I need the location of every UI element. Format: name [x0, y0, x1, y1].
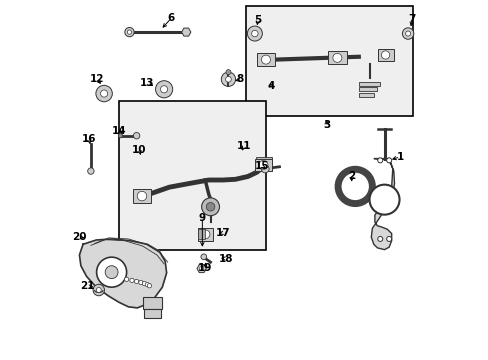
Circle shape [87, 168, 94, 174]
Text: 19: 19 [198, 262, 212, 273]
Bar [358, 87, 376, 91]
Circle shape [96, 288, 101, 293]
Circle shape [124, 27, 134, 37]
Circle shape [133, 132, 140, 139]
Circle shape [381, 51, 389, 59]
Circle shape [134, 279, 139, 284]
Circle shape [261, 55, 270, 64]
Circle shape [137, 191, 146, 201]
Text: 15: 15 [254, 161, 268, 171]
Circle shape [199, 266, 203, 271]
Bar [377, 49, 393, 61]
Circle shape [247, 26, 262, 41]
Text: 18: 18 [218, 253, 233, 264]
Circle shape [124, 277, 128, 282]
Polygon shape [370, 158, 394, 249]
Text: 4: 4 [267, 81, 274, 91]
Polygon shape [181, 28, 190, 36]
Bar [142, 297, 162, 309]
Text: 11: 11 [237, 141, 251, 151]
Circle shape [377, 237, 382, 242]
Circle shape [130, 278, 134, 283]
Circle shape [332, 53, 341, 62]
Circle shape [155, 81, 172, 98]
Text: 1: 1 [396, 152, 403, 162]
Circle shape [105, 266, 118, 279]
Circle shape [201, 198, 219, 216]
Text: 14: 14 [112, 126, 126, 136]
Circle shape [369, 185, 399, 215]
Circle shape [201, 230, 209, 239]
Circle shape [93, 284, 104, 296]
Circle shape [127, 30, 131, 34]
Text: 12: 12 [90, 74, 104, 84]
Circle shape [96, 85, 112, 102]
Text: 7: 7 [408, 14, 415, 24]
Bar [119, 101, 265, 250]
Circle shape [145, 283, 149, 287]
Text: 13: 13 [140, 78, 154, 88]
Bar [358, 82, 379, 86]
Bar [198, 229, 205, 239]
Text: 16: 16 [81, 134, 96, 144]
Text: 21: 21 [80, 282, 94, 292]
Text: 5: 5 [254, 15, 261, 25]
Text: 6: 6 [167, 13, 175, 23]
Bar [198, 228, 213, 241]
Circle shape [97, 257, 126, 287]
Text: 10: 10 [132, 145, 146, 155]
Circle shape [142, 282, 146, 286]
Bar [256, 53, 275, 66]
Text: 3: 3 [323, 120, 329, 130]
Circle shape [101, 90, 107, 97]
Circle shape [225, 69, 230, 75]
Circle shape [139, 280, 143, 285]
Bar [132, 189, 151, 203]
Circle shape [201, 254, 206, 260]
Circle shape [386, 237, 391, 242]
Circle shape [118, 134, 122, 138]
Text: 2: 2 [347, 171, 355, 181]
Circle shape [377, 158, 382, 163]
Circle shape [405, 31, 410, 36]
Polygon shape [80, 239, 166, 308]
Text: 20: 20 [72, 232, 86, 242]
Circle shape [221, 72, 235, 86]
Text: 9: 9 [199, 212, 205, 222]
Bar [256, 157, 272, 164]
Circle shape [261, 165, 268, 173]
Bar [327, 51, 346, 64]
Bar [358, 93, 373, 97]
Polygon shape [197, 265, 206, 273]
Circle shape [225, 76, 231, 82]
Text: 17: 17 [215, 228, 230, 238]
Circle shape [147, 284, 151, 288]
Bar [144, 309, 160, 318]
Bar [246, 6, 413, 116]
Text: 8: 8 [236, 74, 244, 84]
Circle shape [259, 161, 267, 170]
Circle shape [386, 158, 391, 163]
Circle shape [206, 203, 214, 211]
Circle shape [402, 28, 413, 39]
Circle shape [251, 30, 258, 37]
Bar [254, 158, 272, 171]
Circle shape [160, 86, 167, 93]
